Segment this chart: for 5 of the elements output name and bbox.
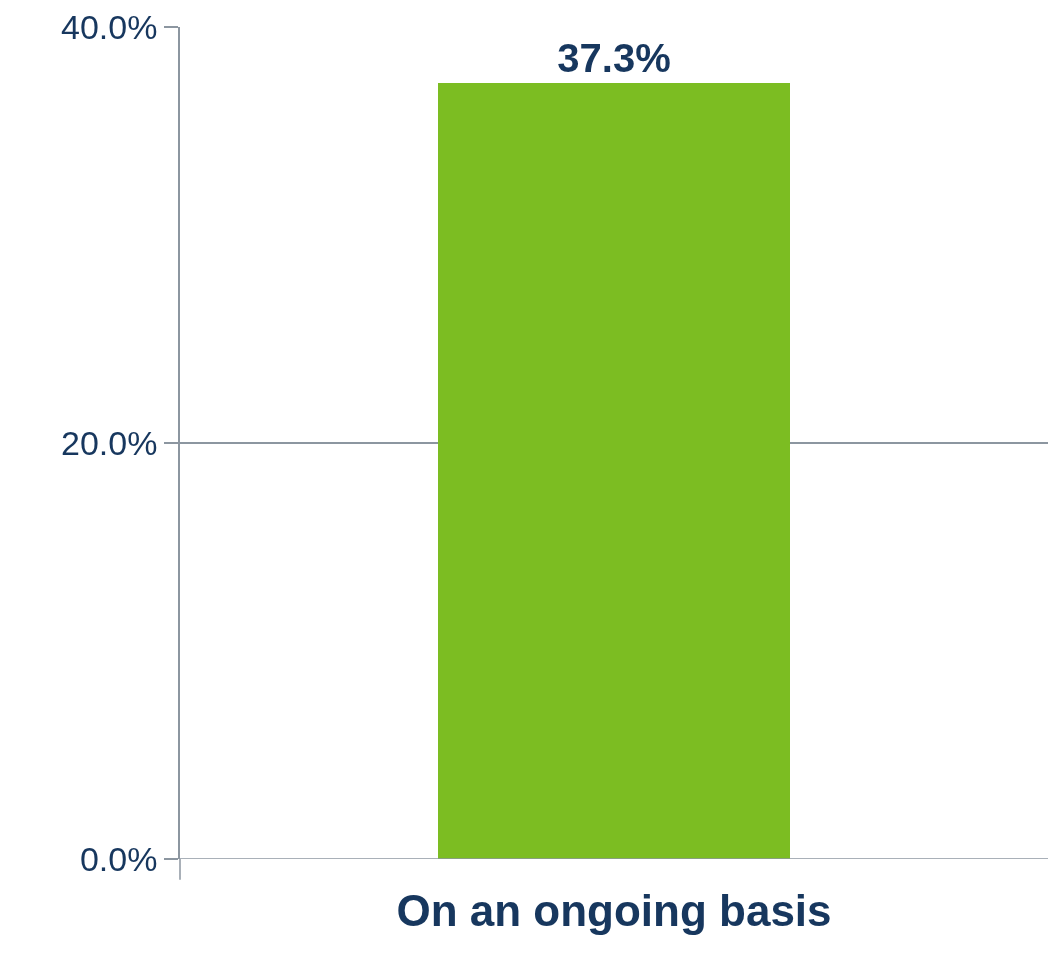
y-tick-label: 0.0%	[79, 839, 158, 878]
y-tick-label: 40.0%	[61, 7, 158, 46]
y-tick-label: 20.0%	[61, 423, 158, 462]
data-label: 37.3%	[557, 36, 671, 80]
x-tick-label: On an ongoing basis	[396, 886, 832, 935]
